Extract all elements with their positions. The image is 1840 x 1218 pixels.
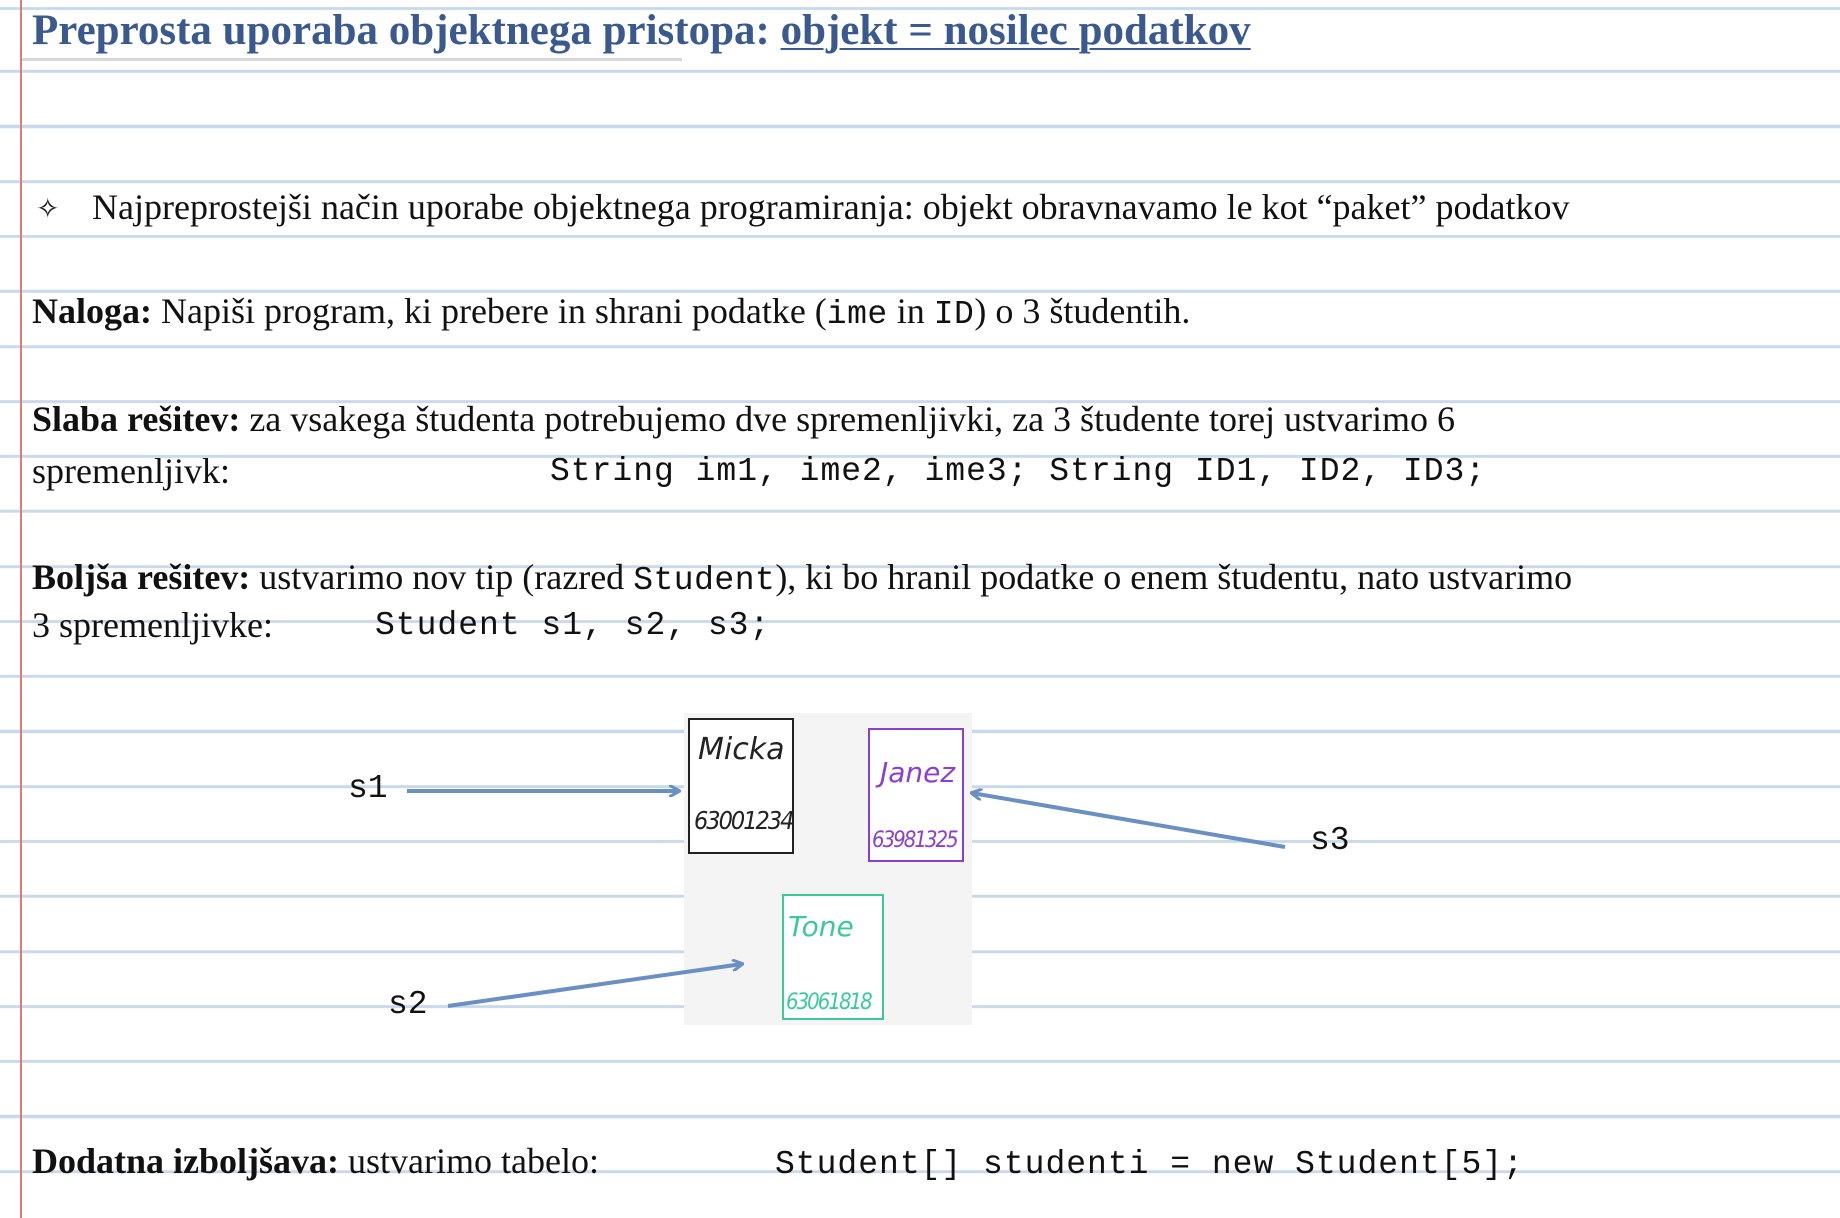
naloga-code-id: ID [933,296,975,333]
title-underlined-text: objekt = nosilec podatkov [780,7,1251,54]
naloga-text-1: Napiši program, ki prebere in shrani pod… [152,291,827,331]
var-s3-label: s3 [1310,822,1350,859]
card-name: Micka [698,732,785,767]
page-title: Preprosta uporaba objektnega pristopa: o… [32,6,1251,55]
dodatna-label: Dodatna izboljšava: [32,1141,340,1181]
card-id: 63001234 [694,806,794,835]
boljsa-text-2: ), ki bo hranil podatke o enem študentu,… [775,557,1573,597]
slaba-text: za vsakega študenta potrebujemo dve spre… [240,399,1455,439]
naloga-text-2: in [887,291,934,331]
slaba-paragraph: Slaba rešitev: za vsakega študenta potre… [32,398,1455,440]
bullet-text: Najpreprostejši način uporabe objektnega… [92,187,1570,227]
arrow-s2 [447,964,742,1008]
object-card-micka: Micka 63001234 [688,718,794,854]
naloga-code-ime: ime [826,296,888,333]
naloga-text-3: ) o 3 študentih. [974,291,1191,331]
boljsa-paragraph: Boljša rešitev: ustvarimo nov tip (razre… [32,556,1572,599]
object-card-tone: Tone 63061818 [782,894,884,1020]
naloga-label: Naloga: [32,291,152,331]
slaba-text-2: spremenljivk: [32,451,230,491]
card-id: 63981325 [872,828,959,853]
naloga-paragraph: Naloga: Napiši program, ki prebere in sh… [32,290,1190,333]
boljsa-code-student: Student [633,562,776,599]
notebook-margin-line [20,0,22,1218]
card-name: Janez [880,756,956,789]
title-text: Preprosta uporaba objektnega pristopa: [32,7,781,54]
object-card-janez: Janez 63981325 [868,728,964,862]
slaba-code: String im1, ime2, ime3; String ID1, ID2,… [550,453,1487,490]
boljsa-code: Student s1, s2, s3; [375,607,771,644]
dodatna-code: Student[] studenti = new Student[5]; [775,1146,1524,1183]
boljsa-label: Boljša rešitev: [32,557,251,597]
dodatna-paragraph: Dodatna izboljšava: ustvarimo tabelo: [32,1140,599,1182]
card-id: 63061818 [786,990,873,1015]
bullet-star-icon: ✧ [36,192,60,225]
dodatna-text: ustvarimo tabelo: [339,1141,599,1181]
card-name: Tone [788,910,854,943]
arrow-s3 [972,793,1286,849]
var-s2-label: s2 [388,986,428,1023]
var-s1-label: s1 [348,770,388,807]
slaba-label: Slaba rešitev: [32,399,241,439]
title-rule [22,58,682,61]
boljsa-text-3: 3 spremenljivke: [32,605,273,645]
boljsa-text-1: ustvarimo nov tip (razred [250,557,634,597]
